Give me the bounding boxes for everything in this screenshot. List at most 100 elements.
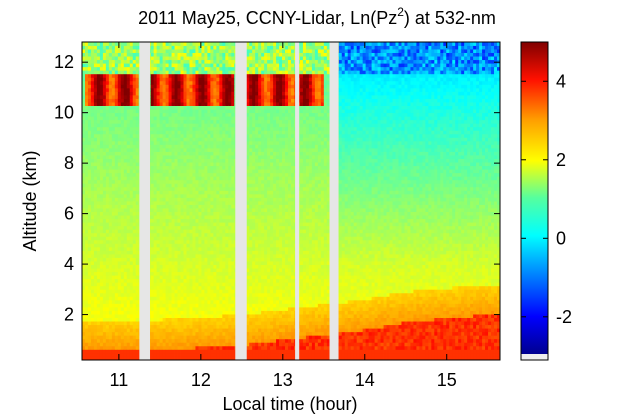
heatmap-cell bbox=[111, 335, 116, 340]
heatmap-cell bbox=[219, 331, 223, 336]
heatmap-cell bbox=[198, 338, 202, 343]
heatmap-cell bbox=[222, 56, 226, 61]
heatmap-cell bbox=[120, 91, 125, 96]
heatmap-cell bbox=[225, 261, 229, 265]
heatmap-cell bbox=[225, 278, 229, 283]
heatmap-cell bbox=[120, 208, 125, 212]
heatmap-cell bbox=[189, 317, 193, 322]
heatmap-cell bbox=[82, 84, 86, 89]
heatmap-cell bbox=[207, 236, 211, 241]
heatmap-cell bbox=[93, 307, 98, 311]
heatmap-cell bbox=[114, 179, 119, 184]
heatmap-cell bbox=[228, 176, 232, 181]
heatmap-cell bbox=[222, 222, 226, 227]
heatmap-cell bbox=[162, 63, 166, 68]
heatmap-cell bbox=[222, 183, 226, 188]
heatmap-cell bbox=[162, 275, 166, 280]
heatmap-cell bbox=[198, 218, 202, 223]
heatmap-cell bbox=[198, 342, 202, 347]
heatmap-cell bbox=[174, 70, 178, 75]
heatmap-cell bbox=[225, 102, 229, 106]
heatmap-cell bbox=[120, 218, 125, 223]
heatmap-cell bbox=[126, 91, 131, 96]
heatmap-cell bbox=[84, 345, 89, 350]
heatmap-cell bbox=[105, 190, 110, 195]
heatmap-cell bbox=[84, 162, 89, 167]
heatmap-cell bbox=[162, 310, 166, 315]
heatmap-cell bbox=[174, 218, 178, 223]
heatmap-cell bbox=[192, 102, 196, 106]
heatmap-cell bbox=[189, 349, 193, 354]
heatmap-cell bbox=[225, 331, 229, 336]
heatmap-cell bbox=[162, 218, 166, 223]
heatmap-cell bbox=[156, 356, 161, 361]
heatmap-cell bbox=[126, 109, 131, 114]
heatmap-cell bbox=[213, 303, 217, 308]
heatmap-cell bbox=[189, 331, 193, 336]
heatmap-cell bbox=[225, 42, 229, 46]
heatmap-cell bbox=[153, 63, 158, 68]
heatmap-cell bbox=[117, 59, 122, 64]
heatmap-cell bbox=[117, 285, 122, 290]
heatmap-cell bbox=[132, 179, 137, 184]
heatmap-cell bbox=[120, 137, 125, 142]
heatmap-cell bbox=[231, 349, 235, 354]
heatmap-cell bbox=[225, 70, 229, 75]
heatmap-cell bbox=[114, 102, 119, 106]
heatmap-cell bbox=[126, 148, 131, 152]
heatmap-cell bbox=[111, 232, 116, 237]
heatmap-cell bbox=[219, 162, 223, 167]
heatmap-cell bbox=[192, 123, 196, 128]
heatmap-cell bbox=[123, 246, 128, 251]
heatmap-cell bbox=[135, 172, 140, 177]
heatmap-cell bbox=[150, 352, 155, 357]
heatmap-cell bbox=[189, 190, 193, 195]
heatmap-cell bbox=[186, 95, 190, 99]
heatmap-cell bbox=[165, 155, 169, 159]
heatmap-cell bbox=[102, 335, 107, 340]
heatmap-cell bbox=[195, 349, 199, 354]
heatmap-cell bbox=[87, 162, 92, 167]
heatmap-cell bbox=[84, 292, 89, 297]
heatmap-cell bbox=[168, 109, 172, 114]
heatmap-cell bbox=[87, 338, 92, 343]
heatmap-cell bbox=[222, 105, 226, 110]
heatmap-cell bbox=[183, 275, 187, 280]
heatmap-cell bbox=[135, 299, 140, 304]
heatmap-cell bbox=[87, 52, 92, 57]
heatmap-cell bbox=[114, 162, 119, 167]
heatmap-cell bbox=[96, 271, 101, 276]
heatmap-cell bbox=[162, 137, 166, 142]
heatmap-cell bbox=[210, 222, 214, 227]
heatmap-cell bbox=[108, 338, 113, 343]
heatmap-cell bbox=[231, 148, 235, 152]
heatmap-cell bbox=[222, 123, 226, 128]
heatmap-cell bbox=[129, 261, 134, 265]
heatmap-cell bbox=[114, 292, 119, 297]
heatmap-cell bbox=[135, 317, 140, 322]
heatmap-cell bbox=[165, 186, 169, 191]
heatmap-cell bbox=[111, 236, 116, 241]
heatmap-cell bbox=[132, 282, 137, 287]
heatmap-cell bbox=[195, 102, 199, 106]
heatmap-cell bbox=[207, 112, 211, 117]
heatmap-cell bbox=[231, 126, 235, 131]
heatmap-cell bbox=[153, 137, 158, 142]
heatmap-cell bbox=[102, 211, 107, 216]
heatmap-cell bbox=[84, 98, 89, 103]
heatmap-cell bbox=[114, 324, 119, 329]
heatmap-cell bbox=[213, 102, 217, 106]
heatmap-cell bbox=[123, 42, 128, 46]
heatmap-cell bbox=[120, 268, 125, 273]
heatmap-cell bbox=[213, 342, 217, 347]
heatmap-cell bbox=[219, 335, 223, 340]
heatmap-cell bbox=[159, 140, 164, 145]
heatmap-cell bbox=[117, 268, 122, 273]
heatmap-cell bbox=[129, 179, 134, 184]
heatmap-cell bbox=[135, 264, 140, 269]
heatmap-cell bbox=[87, 123, 92, 128]
heatmap-cell bbox=[198, 193, 202, 198]
heatmap-cell bbox=[207, 204, 211, 209]
heatmap-cell bbox=[189, 264, 193, 269]
heatmap-cell bbox=[246, 307, 250, 311]
